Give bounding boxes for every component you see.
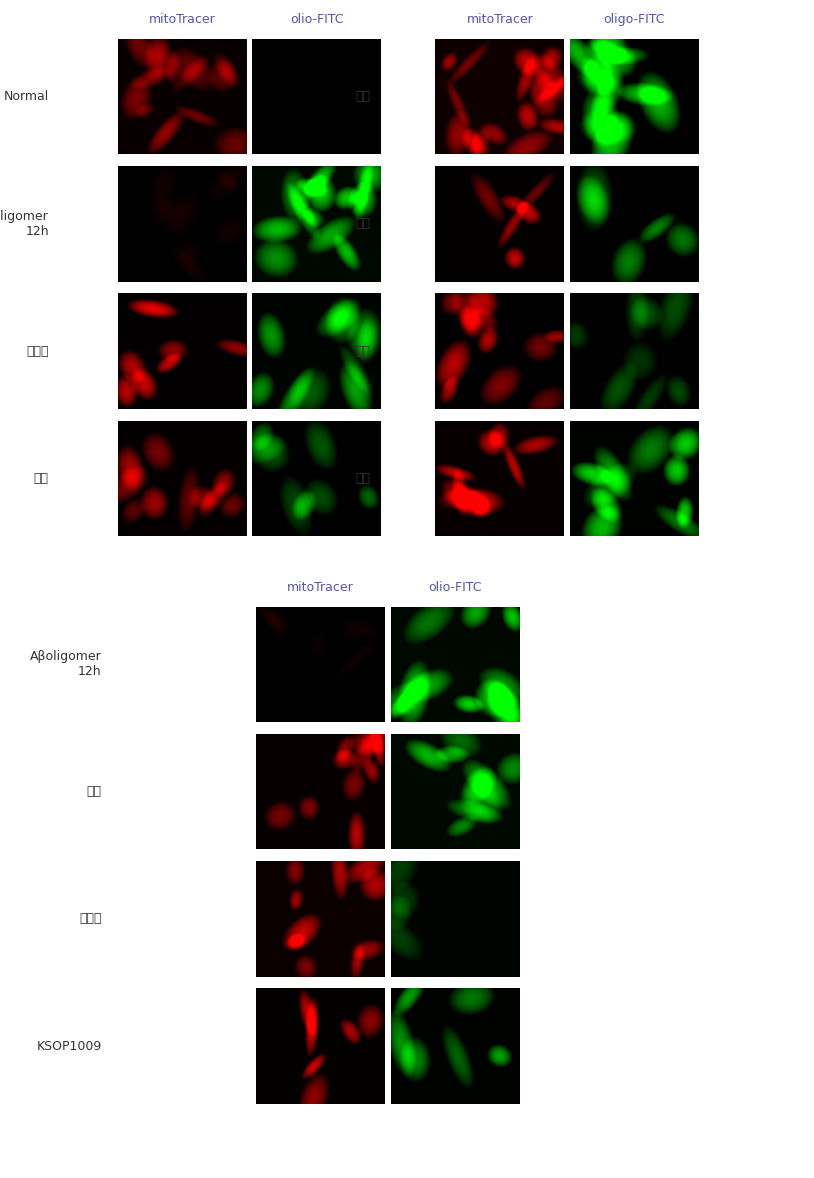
Text: 소합: 소합 bbox=[356, 471, 370, 485]
Text: olio-FITC: olio-FITC bbox=[428, 581, 482, 594]
Text: KSOP1009: KSOP1009 bbox=[37, 1039, 102, 1053]
Text: Normal: Normal bbox=[3, 90, 49, 104]
Text: olio-FITC: olio-FITC bbox=[290, 13, 344, 26]
Text: Aβoligomer
12h: Aβoligomer 12h bbox=[0, 210, 49, 238]
Text: 전구: 전구 bbox=[356, 90, 370, 104]
Text: oligo-FITC: oligo-FITC bbox=[603, 13, 665, 26]
Text: 딸발: 딸발 bbox=[356, 217, 370, 231]
Text: 옷두구: 옷두구 bbox=[26, 344, 49, 358]
Text: mitoTracer: mitoTracer bbox=[149, 13, 216, 26]
Text: mitoTracer: mitoTracer bbox=[287, 581, 354, 594]
Text: Aβoligomer
12h: Aβoligomer 12h bbox=[30, 650, 102, 679]
Text: mitoTracer: mitoTracer bbox=[466, 13, 533, 26]
Text: 단삼: 단삼 bbox=[356, 344, 370, 358]
Text: 백단향: 백단향 bbox=[79, 912, 102, 926]
Text: 정향: 정향 bbox=[34, 471, 49, 485]
Text: 포활: 포활 bbox=[87, 785, 102, 799]
